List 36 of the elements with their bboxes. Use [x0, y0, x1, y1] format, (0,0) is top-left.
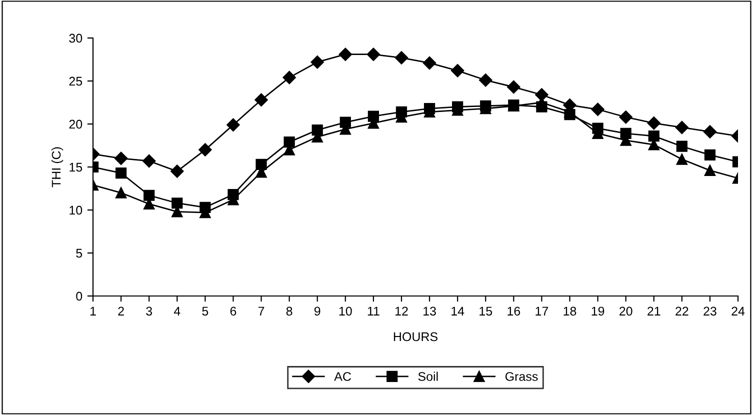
x-tick-label: 23: [704, 306, 716, 316]
x-axis-title: HOURS: [394, 332, 438, 342]
y-tick-label: 30: [69, 34, 82, 43]
x-tick-label: 18: [564, 306, 576, 316]
x-tick-label: 8: [286, 306, 292, 316]
y-tick-label: 5: [76, 248, 82, 258]
x-tick-label: 12: [395, 306, 408, 316]
x-tick-label: 2: [118, 306, 124, 316]
x-tick-label: 19: [592, 306, 604, 316]
x-tick-label: 6: [230, 306, 236, 316]
y-tick-label: 15: [70, 162, 82, 172]
x-tick-label: 22: [676, 306, 688, 316]
y-tick-label: 10: [70, 206, 82, 215]
x-tick-label: 24: [732, 306, 745, 316]
x-tick-label: 14: [452, 306, 464, 316]
x-tick-label: 13: [424, 306, 436, 316]
x-tick-label: 7: [258, 306, 264, 316]
x-tick-label: 9: [314, 306, 320, 316]
x-tick-label: 10: [339, 306, 352, 316]
y-tick-label: 25: [69, 76, 82, 86]
x-tick-label: 17: [536, 306, 548, 316]
x-tick-label: 5: [202, 306, 208, 316]
x-tick-label: 1: [90, 306, 96, 316]
y-tick-label: 20: [69, 120, 82, 129]
x-tick-label: 16: [508, 306, 520, 316]
y-axis-title: THI (C): [51, 147, 64, 188]
x-tick-label: 4: [174, 306, 180, 316]
x-tick-label: 20: [620, 306, 632, 316]
x-tick-label: 15: [480, 306, 492, 316]
x-tick-label: 11: [368, 306, 380, 316]
x-tick-label: 3: [146, 306, 152, 316]
legend-label: Grass: [505, 372, 538, 381]
y-tick-label: 0: [76, 292, 82, 301]
legend-label: Soil: [418, 372, 438, 381]
x-tick-label: 21: [648, 306, 660, 316]
legend-label: AC: [334, 372, 351, 381]
